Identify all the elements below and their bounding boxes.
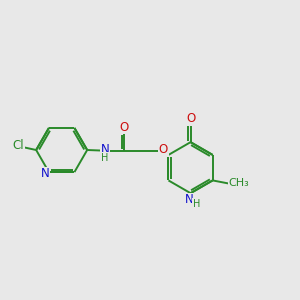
Text: N: N	[184, 193, 193, 206]
Text: CH₃: CH₃	[229, 178, 249, 188]
Text: N: N	[100, 143, 109, 156]
Text: O: O	[186, 112, 195, 125]
Text: O: O	[120, 121, 129, 134]
Text: O: O	[159, 143, 168, 156]
Text: H: H	[101, 153, 109, 163]
Text: H: H	[193, 199, 200, 209]
Text: N: N	[40, 167, 50, 180]
Text: Cl: Cl	[13, 139, 24, 152]
